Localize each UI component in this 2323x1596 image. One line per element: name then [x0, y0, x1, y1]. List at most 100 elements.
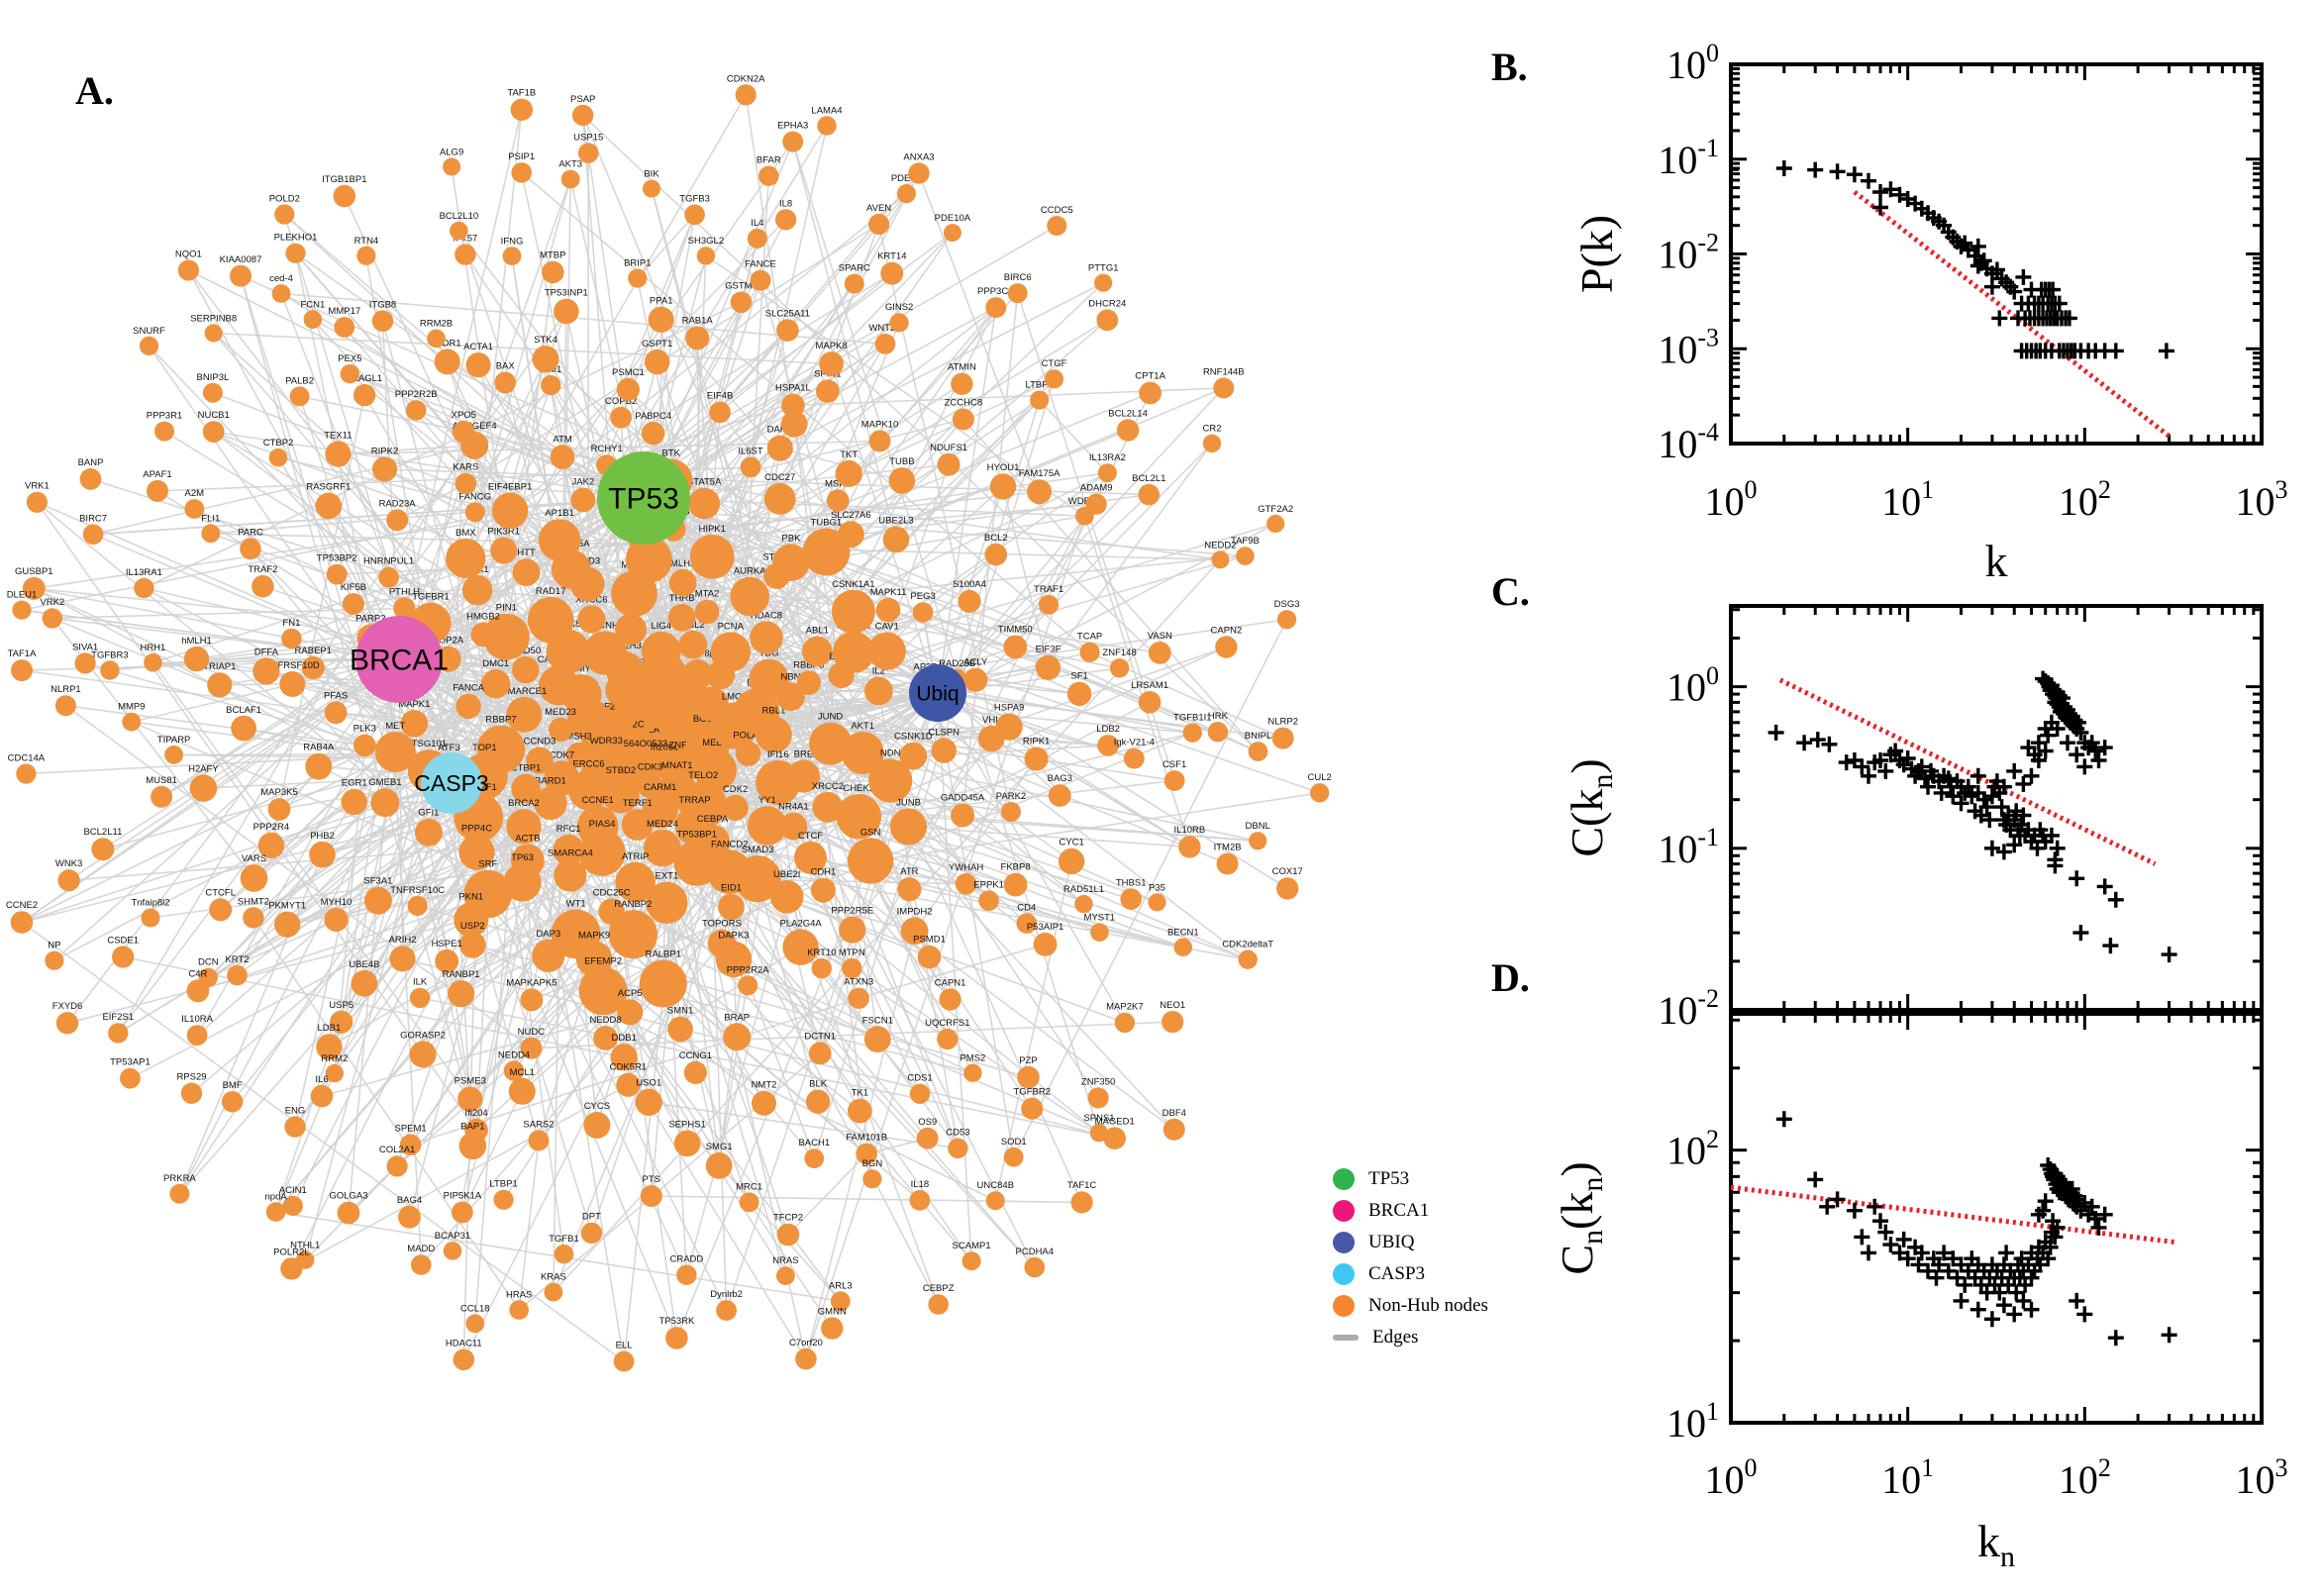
- network-node: [452, 420, 475, 444]
- network-node: [526, 747, 554, 774]
- network-node-label: RAD23B: [939, 658, 975, 669]
- network-node-label: ATXN3: [844, 977, 873, 988]
- network-node-label: KARS: [453, 462, 478, 473]
- network-node: [610, 1044, 638, 1071]
- network-edge: [779, 498, 1221, 561]
- network-node-label: TUBG1: [811, 518, 843, 529]
- network-node-label: STK4: [534, 335, 557, 346]
- network-node: [16, 763, 37, 784]
- data-point: [1913, 1245, 1930, 1261]
- network-node: [374, 732, 416, 773]
- network-node-label: PLK3: [354, 724, 376, 735]
- network-node-label: RIPK1: [1023, 737, 1050, 748]
- network-edge: [791, 141, 897, 541]
- network-node-label: PPP4C: [461, 824, 492, 835]
- network-node-label: RTN4: [354, 236, 379, 247]
- brca1-dot-icon: [1333, 1200, 1355, 1222]
- network-node: [452, 1201, 473, 1224]
- network-node: [147, 479, 168, 502]
- network-edge: [117, 382, 506, 1034]
- network-node: [494, 371, 517, 394]
- network-node-label: DAPK3: [718, 931, 749, 942]
- network-node-label: GORASP2: [400, 1030, 446, 1041]
- network-node-label: BMX: [455, 528, 476, 539]
- network-edge: [252, 917, 520, 1311]
- network-node-label: TAF1B: [507, 88, 536, 99]
- data-point: [1796, 735, 1813, 751]
- network-node-label: BCLAF1: [226, 705, 261, 716]
- network-edge: [148, 345, 453, 784]
- data-point: [2040, 1250, 2057, 1267]
- network-node-label: YY1: [758, 795, 776, 806]
- network-node: [1090, 923, 1109, 942]
- network-node: [1087, 1087, 1109, 1109]
- network-node-label: BLK: [809, 1079, 828, 1090]
- network-edge: [521, 171, 1091, 653]
- network-node-label: MAPK8: [815, 341, 847, 351]
- data-point: [2083, 735, 2100, 751]
- network-node: [512, 655, 540, 684]
- network-node-label: STAT5A: [687, 477, 722, 488]
- network-node-label: RFC1: [556, 824, 581, 835]
- network-edge: [210, 497, 645, 535]
- axis-label: 100: [1666, 661, 1719, 710]
- network-node: [230, 264, 252, 287]
- network-node: [875, 597, 901, 623]
- network-node: [227, 964, 248, 986]
- network-node-label: HSPA9: [994, 702, 1024, 713]
- network-node: [1070, 1191, 1093, 1214]
- network-node: [305, 752, 333, 780]
- data-point: [2072, 925, 2089, 942]
- network-node-label: IL10RB: [1174, 825, 1206, 836]
- network-node-label: EIF2S1: [102, 1012, 134, 1023]
- network-edge: [643, 497, 1036, 1268]
- axis-label: 10-3: [1658, 323, 1719, 371]
- network-node-label: WNK3: [55, 858, 82, 869]
- network-edge: [649, 1101, 959, 1149]
- network-node: [1138, 691, 1162, 714]
- network-node-label: P53AIP1: [1027, 922, 1064, 933]
- network-node-label: KIF5B: [341, 582, 366, 593]
- axis-label: k: [1985, 536, 2008, 586]
- network-node: [386, 1155, 408, 1177]
- network-node: [134, 577, 154, 599]
- network-node: [899, 742, 928, 770]
- network-node: [341, 788, 367, 816]
- network-node-label: ATR: [900, 866, 918, 877]
- network-node-label: CEBPA: [697, 814, 729, 825]
- network-node: [221, 1091, 244, 1113]
- data-point: [1872, 752, 1888, 768]
- network-node: [370, 788, 400, 818]
- network-node-label: VARS: [242, 853, 266, 864]
- network-node: [1097, 735, 1119, 756]
- network-node: [613, 1350, 635, 1372]
- network-node-label: PABPC4: [635, 411, 671, 422]
- network-node-label: TAF9B: [1231, 536, 1260, 547]
- network-node-label: FN1: [282, 618, 300, 629]
- network-edge: [962, 418, 1260, 752]
- network-node-label: AP1B1: [545, 508, 574, 519]
- network-node-label: BFAR: [757, 155, 781, 166]
- network-node-label: CAV1: [875, 622, 899, 633]
- network-node-label: BCL2L10: [440, 211, 479, 222]
- data-point: [2047, 1229, 2064, 1246]
- network-node: [11, 659, 33, 682]
- ubiq-dot-icon: [1333, 1232, 1355, 1253]
- network-node: [354, 383, 376, 407]
- data-point: [1846, 1202, 1863, 1219]
- network-node-label: RAD17: [536, 586, 566, 597]
- network-node: [848, 1098, 872, 1124]
- network-node-label: USP15: [573, 132, 603, 143]
- network-node-label: TIMM50: [998, 625, 1033, 636]
- network-node: [608, 910, 658, 959]
- network-node: [26, 491, 48, 513]
- network-edge: [207, 793, 622, 979]
- network-node-label: AVEN: [866, 203, 891, 214]
- network-node: [715, 941, 753, 978]
- network-node-label: SOD1: [1001, 1137, 1027, 1147]
- network-edge: [270, 394, 365, 847]
- network-node-label: TAF1C: [1067, 1180, 1097, 1191]
- network-edge: [398, 178, 571, 660]
- network-node: [461, 574, 493, 606]
- network-node-label: ATMIN: [948, 362, 976, 373]
